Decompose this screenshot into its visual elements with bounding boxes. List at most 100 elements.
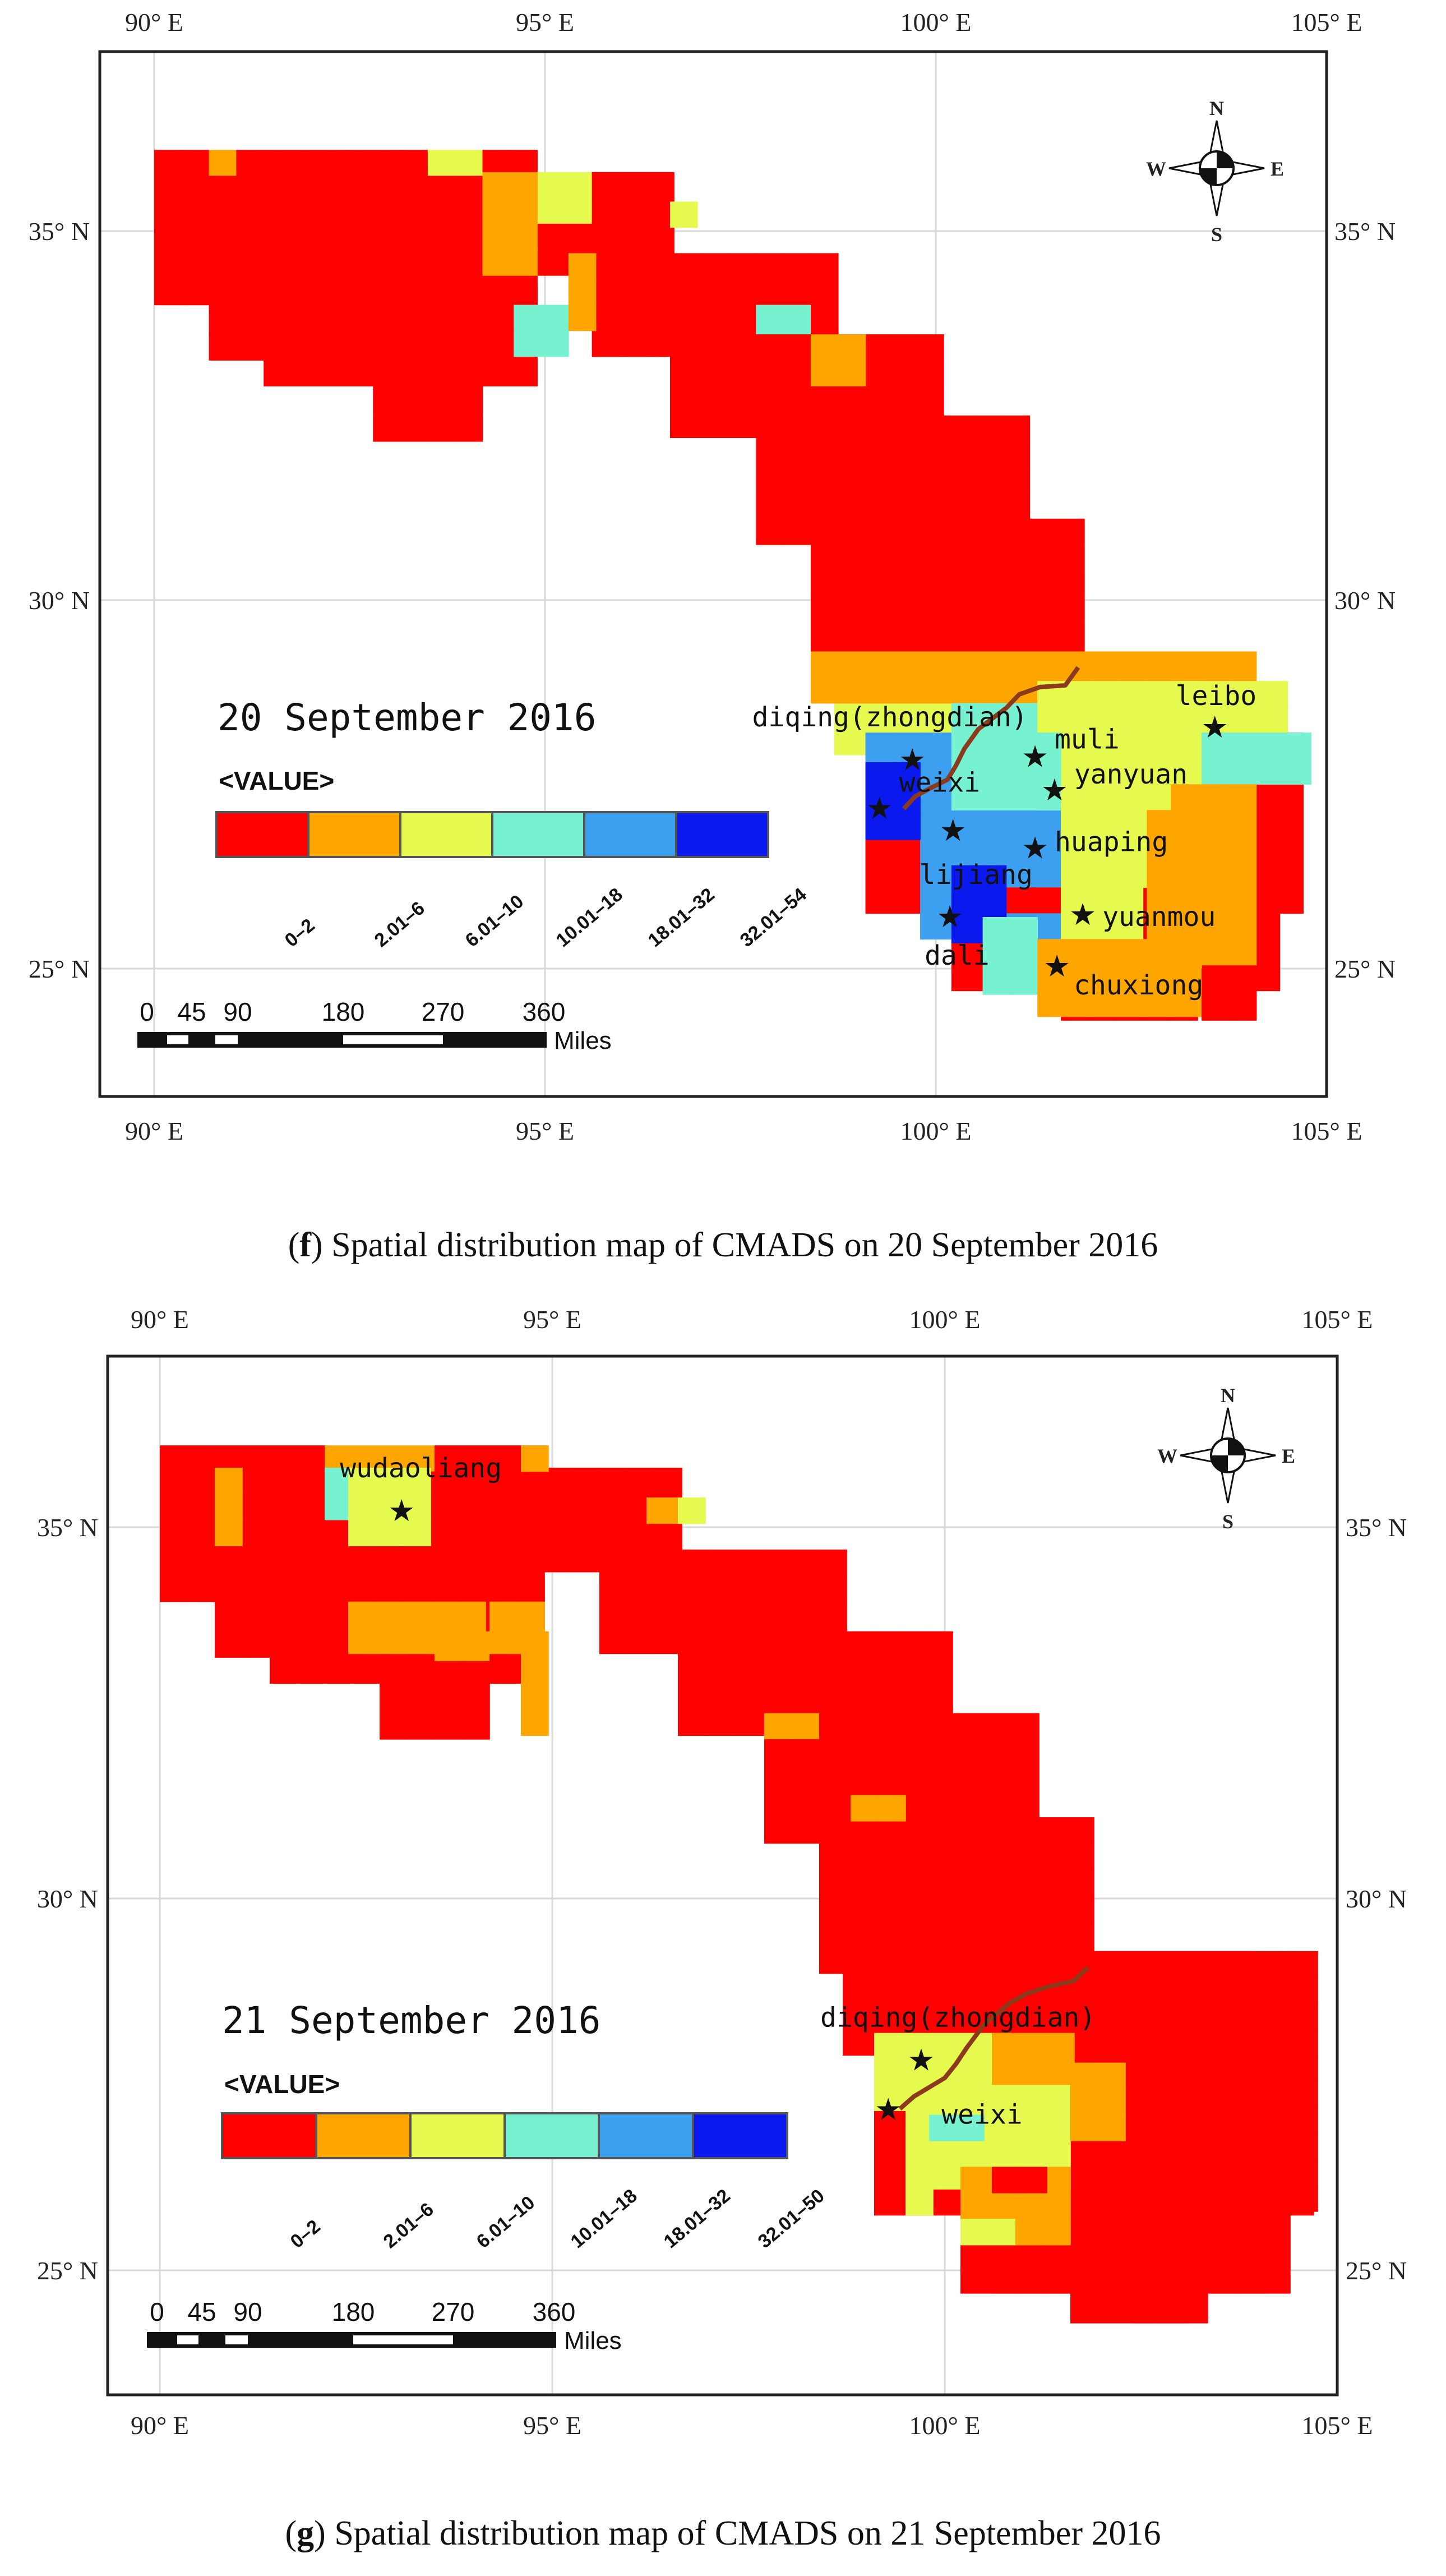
raster-cell — [811, 467, 839, 494]
raster-cell — [670, 334, 698, 361]
raster-cell — [1147, 810, 1175, 837]
raster-cell — [1133, 2297, 1161, 2324]
raster-cell — [951, 865, 980, 892]
raster-cell — [599, 1601, 627, 1628]
raster-cell — [920, 415, 948, 442]
raster-cell — [865, 596, 894, 623]
raster-cell — [458, 1601, 486, 1628]
raster-cell — [435, 1661, 463, 1688]
raster-cell — [861, 360, 890, 386]
axis-right-1: 35° N — [1346, 1513, 1407, 1542]
raster-cell — [974, 677, 1003, 704]
raster-cell — [1228, 861, 1257, 888]
raster-cell — [1061, 865, 1089, 892]
raster-cell — [654, 1519, 682, 1546]
raster-cell — [564, 197, 593, 224]
raster-cell — [427, 308, 456, 335]
raster-cell — [678, 1631, 706, 1658]
raster-cell — [1174, 965, 1202, 992]
raster-cell — [764, 1713, 792, 1740]
raster-cell — [435, 1445, 463, 1472]
raster-cell — [984, 1843, 1012, 1870]
raster-cell — [811, 596, 839, 623]
raster-cell — [783, 305, 811, 331]
raster-cell — [898, 1657, 926, 1684]
raster-cell — [756, 441, 784, 468]
raster-cell — [1235, 2159, 1263, 2186]
raster-cell — [352, 1549, 380, 1576]
legend-label-3: 6.01–10 — [461, 891, 528, 951]
station-label: dali — [925, 940, 990, 971]
raster-cell — [455, 363, 483, 390]
raster-cell — [345, 176, 374, 202]
raster-cell — [568, 305, 597, 331]
raster-cell — [1263, 2029, 1291, 2056]
raster-cell — [1065, 707, 1093, 733]
raster-cell — [1098, 2062, 1126, 2089]
raster-cell — [619, 279, 647, 306]
raster-cell — [1202, 913, 1230, 940]
raster-cell — [843, 2029, 871, 2056]
station-star-icon: ★ — [1041, 772, 1068, 808]
raster-cell — [783, 441, 811, 468]
raster-cell — [819, 1843, 847, 1870]
raster-cell — [627, 1467, 655, 1495]
raster-cell — [982, 969, 1011, 995]
figure-caption-g: (g) Spatial distribution map of CMADS on… — [0, 2514, 1446, 2554]
raster-cell — [1290, 2133, 1318, 2160]
raster-cell — [1002, 861, 1031, 888]
raster-cell — [1115, 784, 1144, 811]
raster-cell — [792, 1765, 820, 1792]
raster-cell — [1239, 2215, 1267, 2242]
station-star-icon: ★ — [1043, 948, 1070, 984]
raster-cell — [1252, 939, 1281, 966]
raster-cell — [957, 1921, 985, 1948]
raster-cell — [455, 334, 483, 361]
raster-cell — [847, 1713, 875, 1740]
raster-cell — [455, 253, 483, 280]
raster-cell — [947, 467, 976, 494]
raster-cell — [951, 891, 980, 918]
raster-cell — [1174, 939, 1202, 966]
raster-cell — [697, 412, 726, 438]
raster-cell — [345, 308, 374, 335]
scale-tick-90: 90 — [233, 2297, 262, 2326]
raster-cell — [951, 939, 980, 966]
raster-cell — [564, 223, 593, 250]
raster-cell — [1178, 732, 1206, 759]
raster-cell — [187, 1445, 215, 1472]
raster-cell — [482, 283, 511, 309]
raster-cell — [1129, 2241, 1157, 2268]
raster-cell — [290, 283, 319, 309]
scale-bar-base — [137, 1032, 547, 1048]
raster-cell — [1157, 2189, 1185, 2216]
raster-cell — [297, 1523, 325, 1550]
raster-cell — [811, 279, 839, 306]
raster-cell — [462, 1687, 490, 1714]
raster-cell — [815, 1657, 843, 1684]
scale-tick-360: 360 — [533, 2297, 576, 2326]
raster-cell — [517, 1579, 545, 1606]
raster-cell — [902, 2059, 930, 2086]
raster-cell — [889, 386, 917, 412]
raster-cell — [514, 305, 542, 331]
raster-cell — [933, 2137, 961, 2164]
raster-cell — [1006, 887, 1034, 914]
raster-cell — [929, 1921, 957, 1948]
raster-cell — [760, 1683, 788, 1710]
raster-cell — [834, 386, 862, 412]
raster-cell — [427, 415, 456, 442]
raster-cell — [400, 308, 428, 335]
raster-cell — [1208, 2159, 1236, 2186]
raster-cell — [521, 1631, 549, 1658]
raster-cell — [811, 651, 839, 678]
raster-cell — [682, 1575, 710, 1602]
raster-cell — [1029, 622, 1057, 648]
raster-cell — [1180, 2081, 1208, 2108]
raster-cell — [1074, 2215, 1102, 2242]
raster-cell — [1002, 622, 1031, 648]
compass-n: N — [1221, 1384, 1235, 1407]
raster-cell — [1208, 2133, 1236, 2160]
raster-cell — [489, 1579, 518, 1606]
raster-cell — [1119, 651, 1148, 678]
